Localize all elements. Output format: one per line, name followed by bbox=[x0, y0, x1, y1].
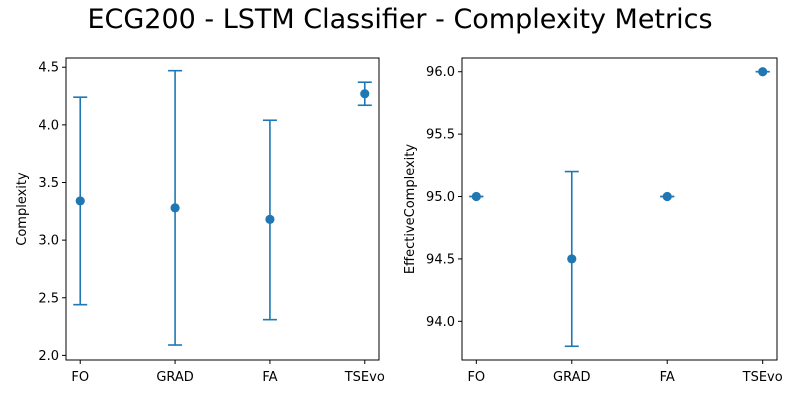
y-tick-label: 4.5 bbox=[38, 61, 59, 76]
y-tick-label: 96.0 bbox=[426, 65, 455, 80]
x-tick-label: FA bbox=[262, 370, 277, 385]
y-tick-label: 94.0 bbox=[426, 315, 455, 330]
y-axis-label: EffectiveComplexity bbox=[403, 144, 418, 274]
mean-point bbox=[75, 196, 85, 206]
mean-point bbox=[662, 191, 672, 202]
x-tick-label: FA bbox=[660, 370, 675, 385]
plot-frame bbox=[65, 57, 380, 361]
mean-point bbox=[567, 254, 577, 264]
x-tick-label: FO bbox=[71, 370, 89, 385]
x-tick-label: TSEvo bbox=[344, 370, 385, 385]
x-tick-label: GRAD bbox=[553, 370, 590, 385]
y-tick-label: 95.0 bbox=[426, 190, 455, 205]
plot-frame bbox=[461, 57, 778, 361]
y-tick-label: 3.0 bbox=[38, 234, 59, 249]
y-tick-label: 4.0 bbox=[38, 118, 59, 133]
y-tick-label: 2.0 bbox=[38, 349, 59, 364]
x-tick-label: TSEvo bbox=[742, 370, 783, 385]
y-tick-label: 94.5 bbox=[426, 252, 455, 267]
y-tick-label: 2.5 bbox=[38, 291, 59, 306]
mean-point bbox=[170, 203, 180, 213]
mean-point bbox=[758, 67, 768, 77]
y-axis-label: Complexity bbox=[15, 172, 30, 246]
mean-point bbox=[471, 191, 481, 202]
mean-point bbox=[360, 89, 370, 99]
y-tick-label: 3.5 bbox=[38, 176, 59, 191]
x-tick-label: GRAD bbox=[156, 370, 193, 385]
x-tick-label: FO bbox=[467, 370, 485, 385]
mean-point bbox=[265, 214, 275, 224]
y-tick-label: 95.5 bbox=[426, 128, 455, 143]
figure-title: ECG200 - LSTM Classifier - Complexity Me… bbox=[87, 4, 713, 35]
